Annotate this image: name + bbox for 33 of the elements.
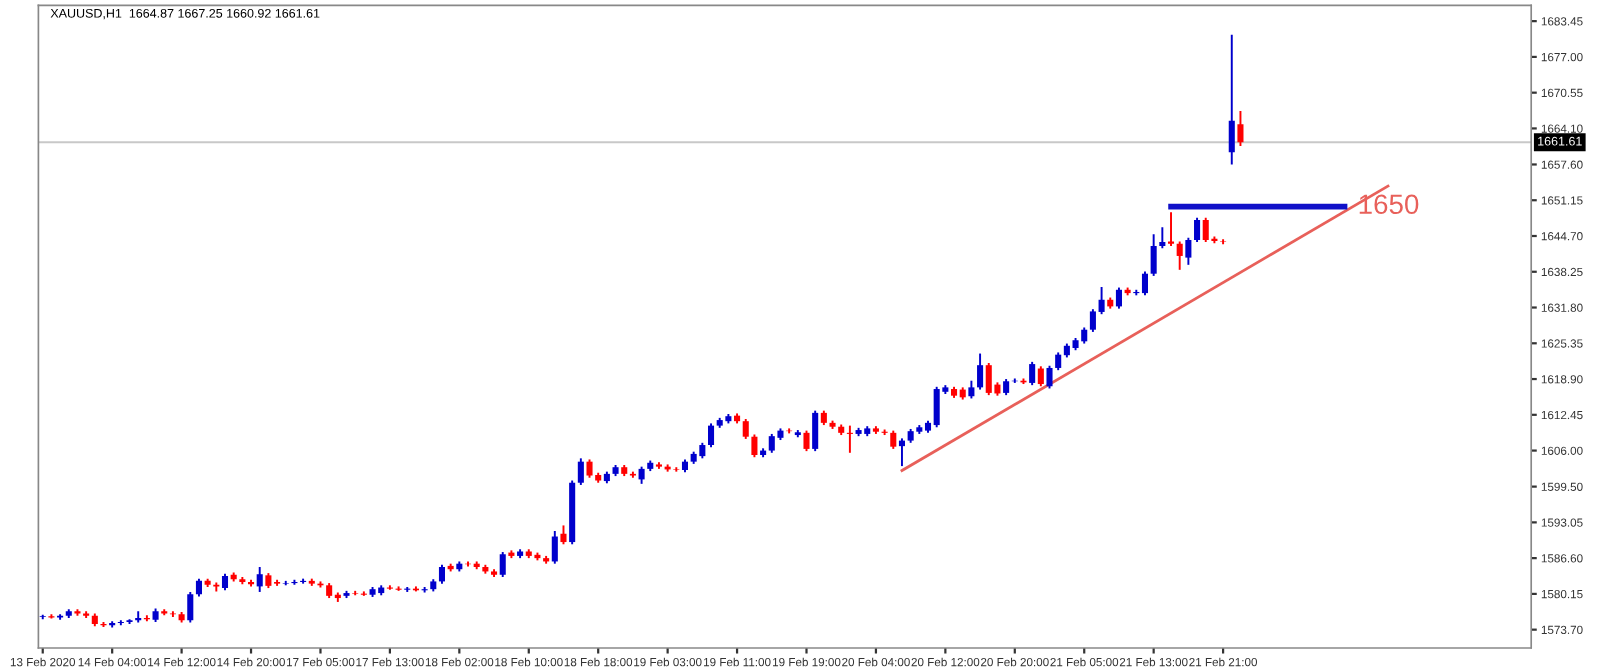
- candlestick: [1141, 270, 1149, 297]
- candlestick: [499, 551, 506, 578]
- candlestick: [551, 530, 558, 565]
- candlestick: [742, 418, 749, 440]
- candlestick: [1202, 216, 1209, 244]
- candlestick: [812, 409, 819, 453]
- candlestick: [187, 590, 194, 624]
- candlestick: [1228, 33, 1235, 166]
- candlestick: [1046, 364, 1053, 390]
- candlestick: [985, 362, 992, 397]
- candlestick: [751, 433, 758, 459]
- candlestick: [933, 385, 940, 429]
- candlestick: [577, 457, 584, 486]
- candlestick: [707, 422, 715, 449]
- candlestick: [1150, 233, 1157, 277]
- candlestick: [977, 352, 984, 391]
- candlestick: [1115, 286, 1122, 310]
- candlestick: [1194, 216, 1201, 244]
- candlestick: [438, 563, 446, 585]
- candlestick: [560, 524, 567, 546]
- candlestick: [803, 429, 810, 453]
- candlestick: [1029, 360, 1036, 387]
- candlestick: [1167, 211, 1175, 247]
- candlestick: [1176, 240, 1183, 271]
- candlestick: [1037, 365, 1044, 388]
- candlestick: [768, 432, 775, 454]
- candlestick: [256, 566, 263, 593]
- candlestick: [1237, 110, 1244, 148]
- candlestick: [890, 429, 897, 450]
- candlestick: [1159, 226, 1166, 250]
- annotation: 1650: [1359, 194, 1419, 215]
- candlestick: [1185, 236, 1192, 266]
- candlestick: [586, 458, 593, 479]
